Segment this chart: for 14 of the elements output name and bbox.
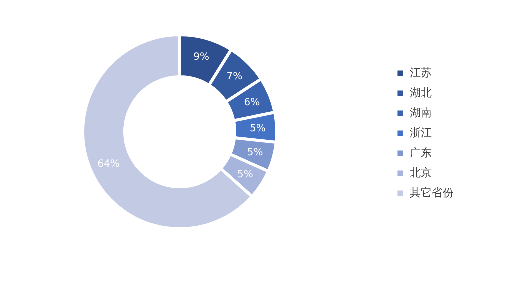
data-label: 5% — [238, 169, 254, 180]
data-label: 64% — [98, 158, 120, 170]
data-label: 5% — [250, 123, 266, 134]
legend-label: 其它省份 — [410, 186, 454, 200]
data-label: 6% — [244, 97, 260, 108]
legend-label: 湖北 — [410, 86, 432, 100]
data-label: 7% — [226, 71, 243, 82]
legend-label: 湖南 — [410, 106, 432, 120]
legend-label: 浙江 — [410, 126, 432, 140]
data-label: 9% — [194, 52, 210, 64]
legend-label: 广东 — [410, 146, 432, 160]
legend-label: 北京 — [410, 166, 432, 180]
data-label: 5% — [247, 147, 264, 158]
legend-label: 江苏 — [410, 66, 432, 80]
